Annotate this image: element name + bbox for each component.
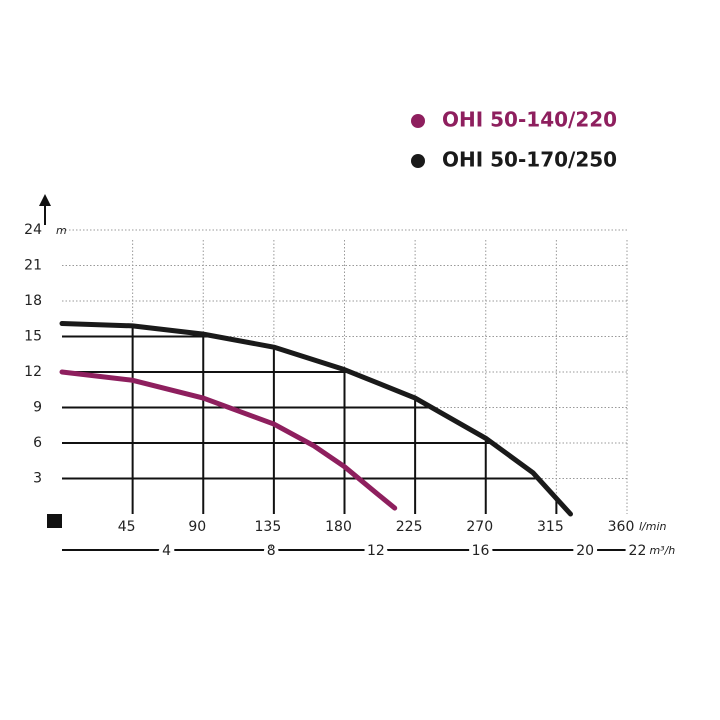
- x2-tick-label: 20: [576, 543, 594, 559]
- x2-tick-label: 4: [162, 543, 171, 559]
- y-tick-label: 9: [33, 400, 42, 416]
- y-tick-label: 3: [33, 471, 42, 487]
- y-tick-label: 12: [24, 364, 42, 380]
- x2-tick-label: 22: [629, 543, 647, 559]
- legend-label: OHI 50-170/250: [442, 148, 617, 172]
- legend-marker: [411, 114, 425, 128]
- y-tick-label: 15: [24, 329, 42, 345]
- x-tick-label: 315: [537, 519, 564, 535]
- x2-tick-label: 12: [367, 543, 385, 559]
- x2-tick-label: 16: [472, 543, 490, 559]
- x-tick-label: 225: [396, 519, 423, 535]
- x2-unit: m³/h: [649, 544, 675, 557]
- y-tick-label: 21: [24, 258, 42, 274]
- x-unit: l/min: [639, 520, 667, 533]
- x-tick-label: 90: [188, 519, 206, 535]
- x-tick-label: 180: [325, 519, 352, 535]
- pump-curve: [59, 320, 573, 517]
- origin-square: [47, 514, 62, 528]
- x-tick-label: 360: [608, 519, 635, 535]
- x2-tick-label: 8: [267, 543, 276, 559]
- pump-curve: [59, 369, 398, 511]
- x-tick-label: 135: [255, 519, 282, 535]
- x-tick-label: 45: [118, 519, 136, 535]
- y-tick-label: 6: [33, 435, 42, 451]
- legend-marker: [411, 154, 425, 168]
- y-unit: m: [56, 224, 67, 237]
- y-tick-label: 18: [24, 293, 42, 309]
- x-tick-label: 270: [466, 519, 493, 535]
- y-tick-label: 24: [24, 222, 42, 238]
- legend-label: OHI 50-140/220: [442, 108, 617, 132]
